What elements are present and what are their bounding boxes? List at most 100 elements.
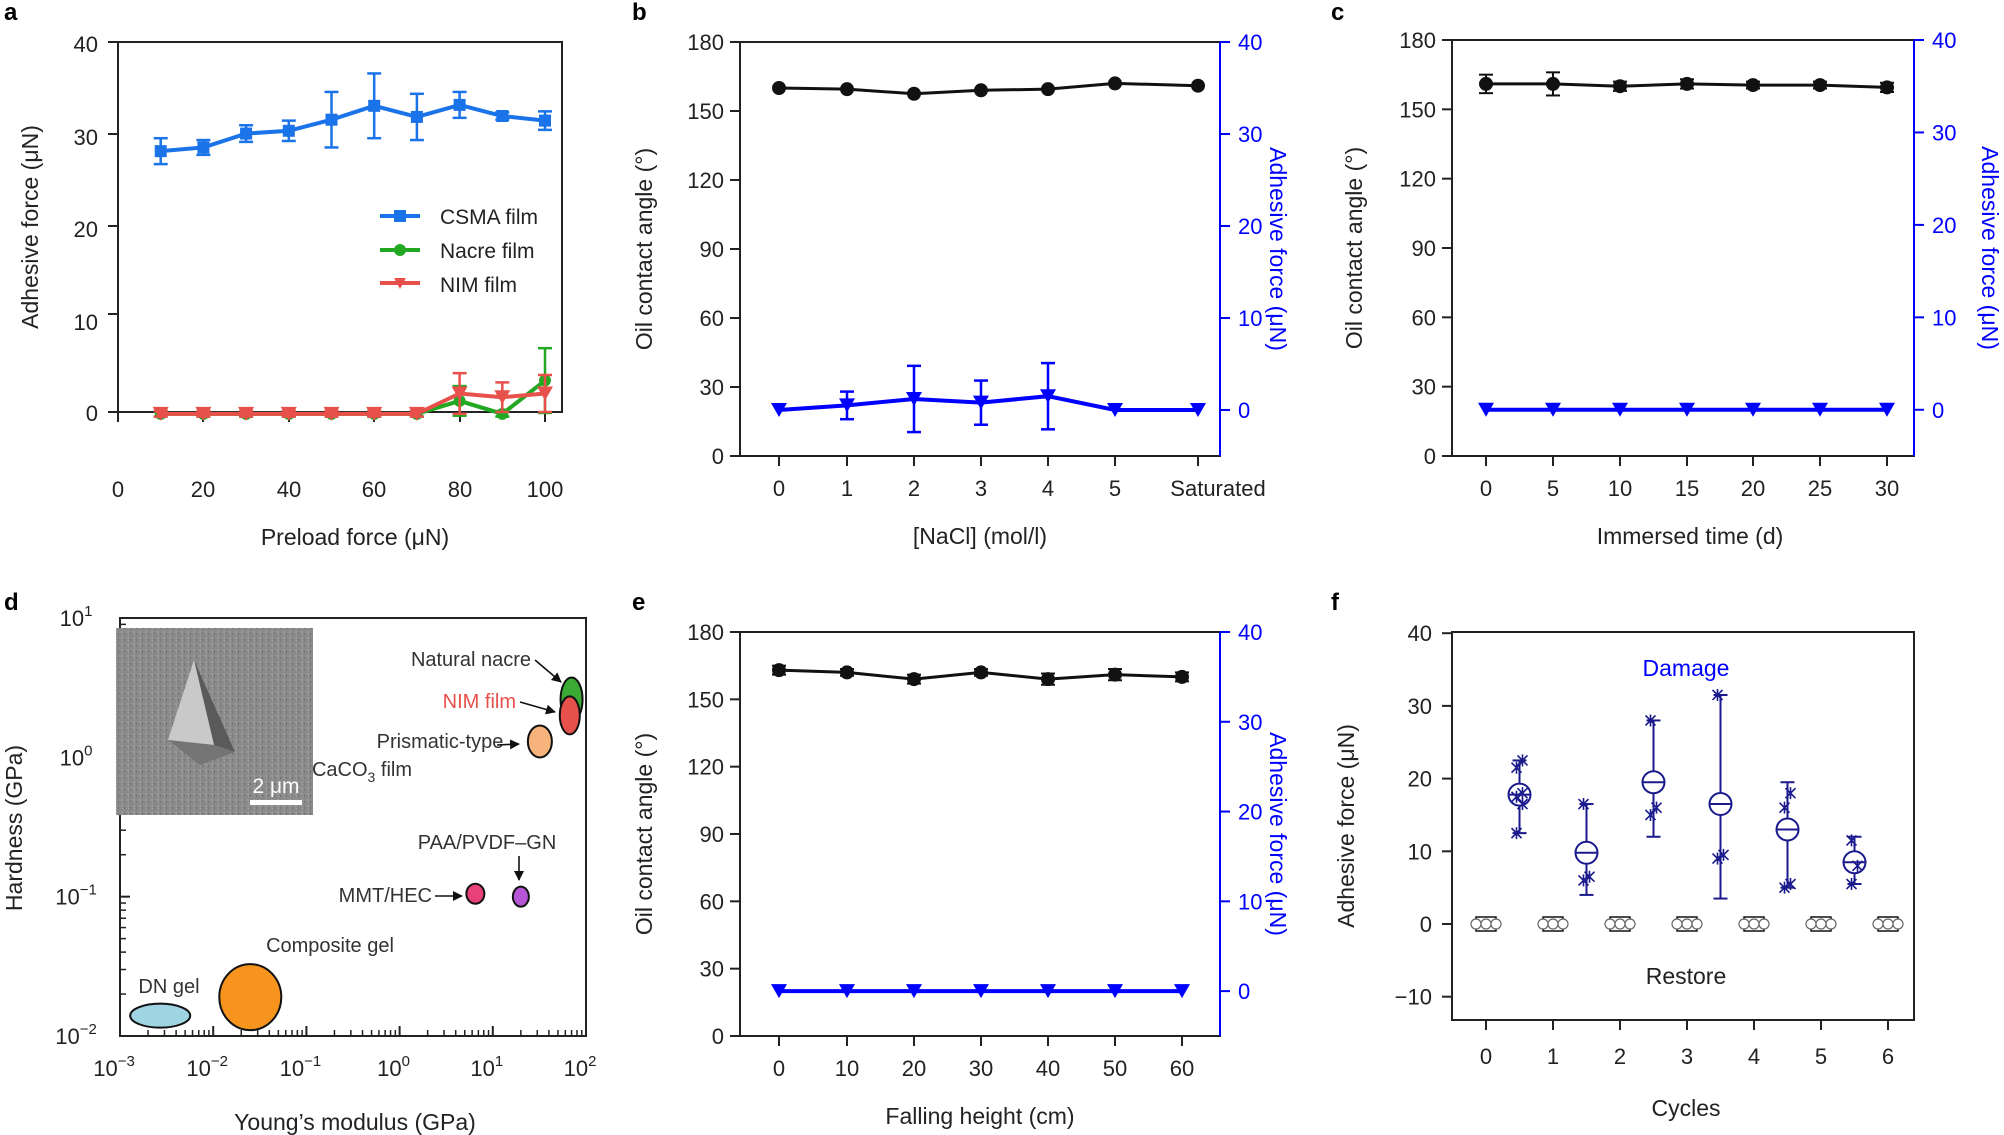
data-point [1880, 80, 1894, 95]
panel-letter: b [632, 0, 647, 26]
y-tick-label: 60 [700, 889, 724, 914]
y-tick-label: 20 [74, 217, 98, 242]
x-tick-label: 5 [1547, 476, 1559, 501]
label-paa: PAA/PVDF–GN [418, 832, 557, 854]
tick-layer: 0 30 60 90 120 150 180 0 10 20 30 40 0 1 2 3 4 5 Saturated [687, 30, 1265, 501]
panel-c: c Oil contact angle (°) Adhesive force (… [1331, 0, 2003, 549]
data-point [772, 663, 786, 678]
x-tick-label: 20 [902, 1056, 926, 1081]
y-tick-label: 0 [1420, 912, 1432, 937]
y-axis-title: Oil contact angle (°) [631, 733, 657, 935]
y-tick-label: 180 [1399, 28, 1436, 53]
y2-tick-label: 10 [1238, 306, 1262, 331]
x-axis-title: Young’s modulus (GPa) [234, 1109, 476, 1135]
panel-letter: a [4, 0, 18, 26]
data-point [1680, 76, 1694, 91]
y2-axis-title: Adhesive force (μN) [1265, 147, 1291, 351]
data-point [1679, 402, 1695, 417]
y-tick-label: 120 [687, 755, 724, 780]
label-composite-gel: Composite gel [266, 935, 394, 957]
x-tick-label: 2 [908, 476, 920, 501]
restore-point [1624, 918, 1636, 930]
plot-frame [739, 631, 1221, 1037]
x-tick-label: 102 [564, 1053, 597, 1081]
y-tick-label: 90 [1412, 236, 1436, 261]
y-tick-label: 0 [712, 1024, 724, 1049]
x-tick-label: 0 [773, 476, 785, 501]
scale-bar [250, 800, 302, 805]
data-point [1040, 389, 1056, 404]
data-point [1479, 76, 1493, 91]
y-tick-label: 10 [1408, 839, 1432, 864]
data-point [1813, 78, 1827, 93]
y-tick-label: 120 [1399, 167, 1436, 192]
label-nim-film: NIM film [443, 691, 516, 713]
sem-inset-image: 2 μm [116, 628, 313, 815]
x-tick-label: 3 [1681, 1044, 1693, 1069]
damage-sample-point [1784, 787, 1797, 800]
legend-label-nacre: Nacre film [440, 240, 535, 263]
damage-sample-point [1717, 848, 1730, 861]
data-point [1108, 76, 1122, 91]
data-point [152, 406, 169, 421]
panel-letter: e [632, 589, 645, 616]
y2-tick-label: 20 [1238, 800, 1262, 825]
plot-frame [1451, 631, 1915, 1021]
x-tick-label: 60 [362, 477, 386, 502]
x-tick-label: 5 [1815, 1044, 1827, 1069]
data-point [494, 390, 511, 405]
y-tick-label: 0 [1424, 444, 1436, 469]
legend-label-nim: NIM film [440, 274, 517, 297]
data-point [974, 83, 988, 98]
x-axis-title: [NaCl] (mol/l) [913, 523, 1047, 549]
y-tick-label: 60 [1412, 305, 1436, 330]
panel-b: b Oil contact angle (°) Adhesive force (… [631, 0, 1291, 549]
restore-point [1882, 918, 1894, 930]
y-tick-label: 0 [712, 444, 724, 469]
panel-letter: c [1331, 0, 1344, 26]
plot-area [771, 76, 1206, 434]
damage-sample-point [1516, 787, 1529, 800]
data-point [906, 391, 922, 406]
x-tick-label: 4 [1042, 476, 1054, 501]
data-point [840, 82, 854, 97]
data-point [1746, 78, 1760, 93]
data-point [1190, 403, 1206, 417]
x-tick-label: 100 [527, 477, 564, 502]
y2-tick-label: 10 [1238, 889, 1262, 914]
x-tick-label: 20 [1741, 476, 1765, 501]
data-point [282, 124, 295, 137]
data-point [771, 984, 787, 999]
damage-sample-point [1711, 688, 1724, 701]
y-tick-label: 30 [700, 957, 724, 982]
y-tick-label: 0 [86, 401, 98, 426]
x-axis: 0 20 40 60 80 100 Preload force (μN) [112, 412, 563, 550]
x-tick-label: 2 [1614, 1044, 1626, 1069]
x-axis: [NaCl] (mol/l) [913, 523, 1047, 549]
data-point [154, 145, 167, 158]
data-point [195, 406, 212, 421]
data-point [907, 86, 921, 101]
panel-e: e Oil contact angle (°) Adhesive force (… [631, 589, 1291, 1129]
y-tick-label: 150 [687, 687, 724, 712]
y2-tick-label: 40 [1238, 30, 1262, 55]
data-point [973, 984, 989, 999]
data-point [1613, 79, 1627, 94]
panel-a: a 0 10 20 30 40 Adhesive force (μN) 0 20… [4, 0, 563, 550]
data-point [1612, 402, 1628, 417]
damage-sample-point [1516, 754, 1529, 767]
x-tick-label: 10 [1608, 476, 1632, 501]
x-tick-label: 3 [975, 476, 987, 501]
y2-axis: Adhesive force (μN) [1265, 147, 1291, 351]
plot-area [152, 72, 553, 421]
y2-axis-title: Adhesive force (μN) [1265, 732, 1291, 936]
data-point [906, 984, 922, 999]
data-point [772, 81, 786, 95]
restore-point [1614, 918, 1626, 930]
restore-point [1671, 918, 1683, 930]
x-tick-label: 25 [1808, 476, 1832, 501]
x-tick-label: 15 [1675, 476, 1699, 501]
y-tick-label: 40 [74, 32, 98, 57]
data-point [1041, 82, 1055, 97]
